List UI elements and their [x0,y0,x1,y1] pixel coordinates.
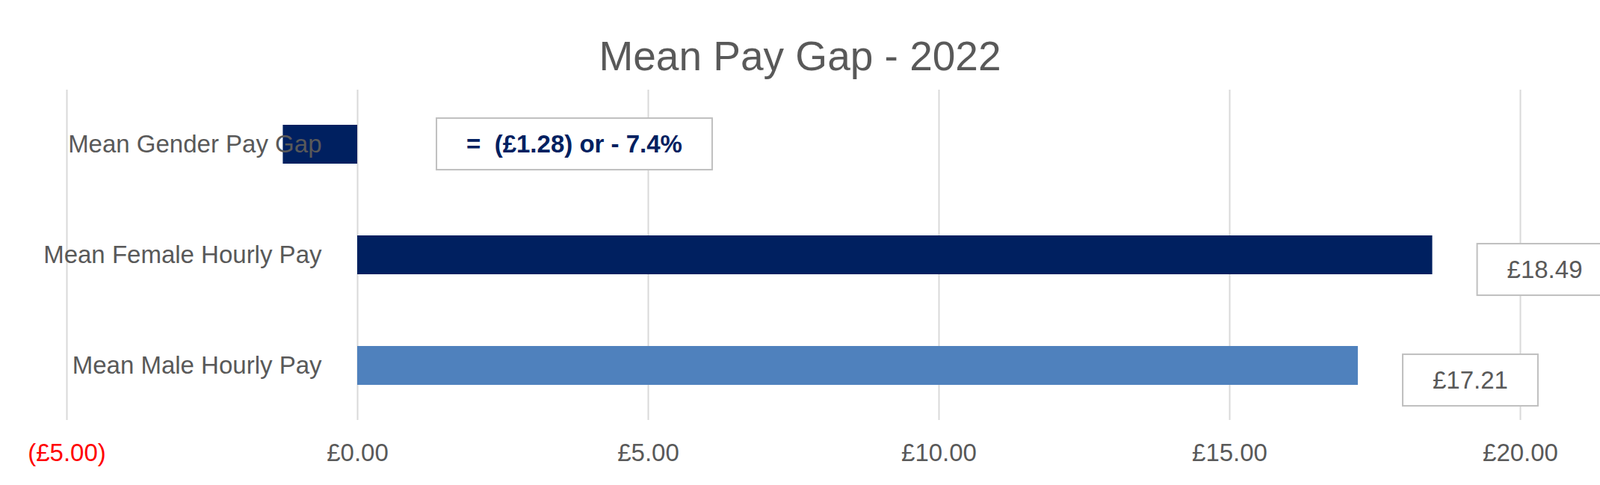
svg-text:£17.21: £17.21 [1432,366,1509,394]
svg-text:(£5.00): (£5.00) [27,438,107,467]
svg-text:Mean Female Hourly Pay: Mean Female Hourly Pay [43,240,323,269]
svg-text:Mean Male Hourly Pay: Mean Male Hourly Pay [72,351,323,379]
svg-text:£15.00: £15.00 [1191,438,1268,467]
svg-text:= (£1.28) or - 7.4%: = (£1.28) or - 7.4% [466,130,683,158]
svg-text:£18.49: £18.49 [1507,255,1583,284]
svg-text:Mean Gender Pay Gap: Mean Gender Pay Gap [68,130,322,158]
html-text:Mean Pay Gap - 2022: Mean Pay Gap - 2022 [598,32,1002,80]
svg-text:£10.00: £10.00 [901,438,977,467]
svg-text:£5.00: £5.00 [617,438,680,467]
svg-text:£20.00: £20.00 [1482,438,1559,467]
svg-text:£0.00: £0.00 [326,438,389,467]
